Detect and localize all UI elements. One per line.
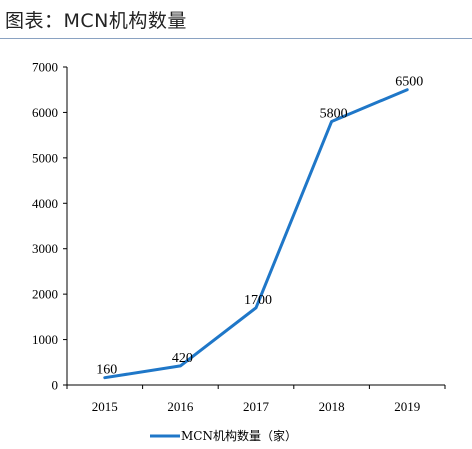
x-tick-label: 2018: [319, 399, 345, 414]
x-axis-ticks: 2015 2016 2017 2018 2019: [66, 385, 446, 414]
data-label: 420: [172, 351, 193, 366]
x-tick-label: 2016: [167, 399, 194, 414]
y-axis-ticks: 0 1000 2000 3000 4000 5000 6000 7000: [32, 60, 67, 393]
data-labels: 160 420 1700 5800 6500: [96, 75, 423, 378]
legend: MCN机构数量（家）: [150, 428, 297, 443]
y-tick-label: 0: [52, 378, 59, 393]
legend-label: MCN机构数量（家）: [181, 428, 297, 443]
x-tick-label: 2017: [243, 399, 270, 414]
y-tick-label: 1000: [32, 332, 58, 347]
data-label: 160: [96, 363, 117, 378]
title-divider: [0, 38, 472, 39]
x-tick-label: 2015: [92, 399, 118, 414]
y-tick-label: 6000: [32, 105, 58, 120]
y-tick-label: 2000: [32, 287, 58, 302]
x-tick-label: 2019: [394, 399, 420, 414]
data-label: 5800: [320, 107, 348, 122]
page-title: 图表：MCN机构数量: [5, 10, 187, 32]
y-tick-label: 3000: [32, 241, 58, 256]
series-line-mcn-count: [103, 88, 409, 380]
y-tick-label: 4000: [32, 196, 58, 211]
data-label: 1700: [244, 293, 272, 308]
y-tick-label: 7000: [32, 60, 58, 75]
y-tick-label: 5000: [32, 150, 58, 165]
data-label: 6500: [395, 75, 423, 90]
